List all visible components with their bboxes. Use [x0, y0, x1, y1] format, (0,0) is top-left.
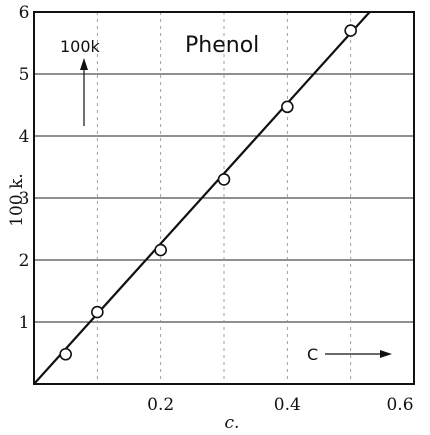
up-arrow-icon [80, 58, 88, 126]
data-point-5 [344, 24, 357, 37]
data-point-2 [154, 243, 167, 257]
x-tick-label-1: 0.4 [274, 395, 301, 415]
y-arrow-annotation-label: 100k [60, 37, 101, 56]
right-arrow-icon [325, 350, 392, 358]
data-point-0 [59, 347, 72, 361]
plot-frame [33, 11, 415, 385]
y-tick-label-4: 5 [19, 65, 30, 85]
x-arrow-annotation-label: C [307, 345, 318, 364]
data-point-1 [91, 305, 104, 319]
fit-line [33, 11, 371, 385]
y-tick-labels: 1 2 3 4 5 6 [19, 3, 30, 333]
x-axis-title: c. [225, 413, 240, 433]
y-axis-title: 100 k. [7, 173, 27, 227]
data-point-4 [281, 100, 294, 114]
grid-lines [34, 11, 414, 384]
y-tick-label-1: 2 [19, 251, 30, 271]
data-point-3 [217, 173, 231, 186]
y-tick-label-5: 6 [19, 3, 30, 23]
data-points [59, 24, 357, 361]
x-tick-labels: 0.2 0.4 0.6 [147, 395, 413, 415]
x-tick-label-2: 0.6 [386, 395, 413, 415]
y-tick-label-2: 3 [19, 189, 30, 209]
y-tick-label-0: 1 [19, 313, 30, 333]
x-tick-label-0: 0.2 [147, 395, 174, 415]
chart-title: Phenol [185, 33, 259, 58]
y-tick-label-3: 4 [19, 127, 30, 147]
